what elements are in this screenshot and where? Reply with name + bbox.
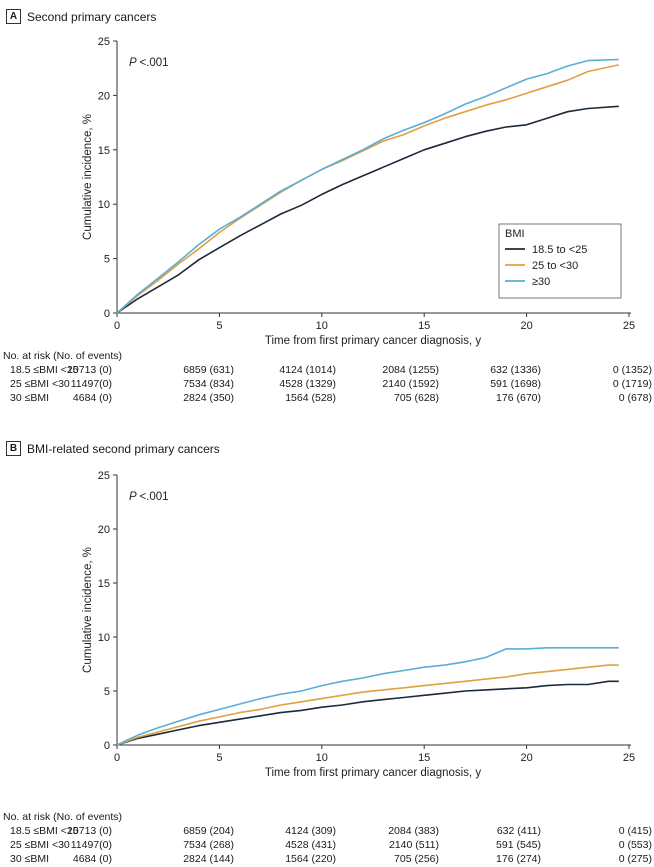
chart-b: 0 5 10 15 20 25 0 5 10 15 20 25 Cumulative incidence…	[82, 470, 635, 779]
panel-a-risk-cell: 2140 (1592)	[382, 378, 439, 390]
panel-a-risk-row-label: 18.5 ≤BMI <25	[10, 364, 79, 376]
panel-a-risk-cell: 632 (1336)	[490, 364, 541, 376]
chart-b-x-axis-label: Time from first primary cancer diagnosis…	[265, 767, 481, 779]
panel-a-title: Second primary cancers	[27, 9, 157, 24]
panel-a-risk-cell: 4684 (0)	[72, 392, 112, 404]
panel-b-risk-cell: 1564 (220)	[285, 853, 336, 865]
panel-b-risk-cell: 6859 (204)	[183, 825, 234, 837]
panel-b-risk-cell: 2084 (383)	[388, 825, 439, 837]
panel-b-risk-cell: 0 (553)	[618, 839, 652, 851]
chart-b-y-axis-label: Cumulative incidence, %	[82, 547, 94, 673]
legend-title: BMI	[505, 228, 525, 240]
panel-b-risk-cell: 2824 (144)	[183, 853, 234, 865]
panel-b-risk-row-label: 30 ≤BMI	[10, 853, 50, 865]
panel-b-risk-cell: 4528 (431)	[285, 839, 336, 851]
panel-a-risk-row: 25 ≤BMI <30 11497(0) 7534 (834) 4528 (1329)…	[0, 378, 654, 392]
chart-b-x-tick-label: 0	[114, 752, 120, 764]
panel-b-risk-cell: 10713 (0)	[67, 825, 112, 837]
panel-b-risk-cell: 4124 (309)	[285, 825, 336, 837]
panel-a-risk-cell: 2824 (350)	[183, 392, 234, 404]
panel-a-risk-cell: 4124 (1014)	[279, 364, 336, 376]
chart-b-series-line	[116, 647, 619, 746]
chart-b-series-line	[116, 664, 619, 746]
chart-a-x-tick-label: 0	[114, 320, 120, 332]
panel-a-letter: A	[6, 9, 21, 24]
chart-a-series-line	[116, 64, 619, 314]
panel-a-risk-cell: 11497(0)	[70, 378, 112, 390]
panel-a-risk-cell: 591 (1698)	[490, 378, 541, 390]
legend-entry-label: 18.5 to <25	[532, 244, 587, 256]
chart-b-y-tick-label: 10	[98, 632, 110, 644]
panel-a-risk-cell: 1564 (528)	[285, 392, 336, 404]
panel-a-risk-cell: 7534 (834)	[183, 378, 234, 390]
panel-a-risk-cell: 6859 (631)	[183, 364, 234, 376]
chart-a-y-tick-label: 10	[98, 199, 110, 211]
chart-a-y-tick-label: 20	[98, 90, 110, 102]
panel-a-risk-cell: 0 (1719)	[612, 378, 652, 390]
chart-b-y-tick-label: 0	[104, 740, 110, 752]
panel-a-risk-row-label: 25 ≤BMI <30	[10, 378, 70, 390]
panel-b-risk-row: 18.5 ≤BMI <25 10713 (0) 6859 (204) 4124 (30…	[0, 825, 654, 839]
chart-a-x-tick-label: 25	[623, 320, 635, 332]
chart-b-series-line	[116, 680, 619, 746]
panel-b-letter: B	[6, 441, 21, 456]
chart-a-y-tick-label: 5	[104, 254, 110, 266]
chart-a-x-tick-label: 10	[316, 320, 328, 332]
legend-box	[498, 223, 622, 299]
panel-b-risk-cell: 591 (545)	[496, 839, 541, 851]
panel-a-risk-cell: 4528 (1329)	[279, 378, 336, 390]
panel-a-risk-cell: 0 (1352)	[612, 364, 652, 376]
chart-b-x-tick-label: 10	[316, 752, 328, 764]
panel-a-risk-cell: 176 (670)	[496, 392, 541, 404]
chart-b-x-tick-label: 20	[520, 752, 532, 764]
chart-a-y-tick-label: 25	[98, 36, 110, 48]
chart-b-y-tick-label: 25	[98, 470, 110, 482]
panel-b-risk-row: 25 ≤BMI <30 11497(0) 7534 (268) 4528 (431) 2…	[0, 839, 654, 853]
chart-a-x-tick-label: 20	[520, 320, 532, 332]
panel-b-risk-cell: 11497(0)	[70, 839, 112, 851]
chart-b-x-tick-label: 15	[418, 752, 430, 764]
panel-a-risk-cell: 705 (628)	[394, 392, 439, 404]
chart-b-p-value: P <.001	[129, 491, 169, 503]
risk-title-b: No. at risk (No. of events)	[3, 811, 123, 823]
panel-a-risk-cell: 10713 (0)	[67, 364, 112, 376]
panel-b-risk-cell: 0 (275)	[618, 853, 652, 865]
panel-a-risk-cell: 2084 (1255)	[382, 364, 439, 376]
chart-a-x-tick-label: 15	[418, 320, 430, 332]
chart-a-x-axis-label: Time from first primary cancer diagnosis…	[265, 335, 481, 347]
panel-a-risk-row: 18.5 ≤BMI <25 10713 (0) 6859 (631) 4124 (10…	[0, 364, 654, 378]
chart-b-y-tick-label: 5	[104, 686, 110, 698]
legend-entry-label: 25 to <30	[532, 260, 578, 272]
panel-b-risk-cell: 0 (415)	[618, 825, 652, 837]
chart-a-series-line	[116, 105, 619, 314]
chart-b-x-tick-label: 5	[216, 752, 222, 764]
chart-a-y-axis-label: Cumulative incidence, %	[82, 114, 94, 240]
chart-b-y-tick-label: 20	[98, 524, 110, 536]
panel-b-risk-cell: 7534 (268)	[183, 839, 234, 851]
chart-b-y-tick-label: 15	[98, 578, 110, 590]
chart-a-series-line	[116, 58, 619, 314]
panel-b-title: BMI-related second primary cancers	[27, 441, 220, 456]
chart-a-y-tick-label: 0	[104, 308, 110, 320]
panel-b-risk-row-label: 18.5 ≤BMI <25	[10, 825, 79, 837]
panel-b-risk-row: 30 ≤BMI 4684 (0) 2824 (144) 1564 (220) 705 (…	[0, 853, 654, 867]
panel-b-risk-cell: 705 (256)	[394, 853, 439, 865]
chart-a-p-value: P <.001	[129, 57, 169, 69]
panel-a-risk-row: 30 ≤BMI 4684 (0) 2824 (350) 1564 (528) 705 (…	[0, 392, 654, 406]
panel-b-header: B BMI-related second primary cancers	[6, 441, 220, 456]
panel-b-risk-cell: 632 (411)	[496, 825, 541, 837]
chart-b-x-tick-label: 25	[623, 752, 635, 764]
panel-a-risk-cell: 0 (678)	[618, 392, 652, 404]
panel-b-risk-cell: 4684 (0)	[72, 853, 112, 865]
chart-a-y-tick-label: 15	[98, 145, 110, 157]
chart-a-x-tick-label: 5	[216, 320, 222, 332]
chart-a: 0 5 10 15 20 25 0 5 10 15 20 25 Cumulative incidence…	[82, 36, 635, 347]
panel-b-risk-row-label: 25 ≤BMI <30	[10, 839, 70, 851]
panel-a-header: A Second primary cancers	[6, 9, 156, 24]
panel-b-risk-cell: 2140 (511)	[388, 839, 439, 851]
legend-entry-label: ≥30	[532, 276, 550, 288]
panel-a-risk-row-label: 30 ≤BMI	[10, 392, 50, 404]
risk-title-a: No. at risk (No. of events)	[3, 350, 123, 362]
panel-b-risk-cell: 176 (274)	[496, 853, 541, 865]
